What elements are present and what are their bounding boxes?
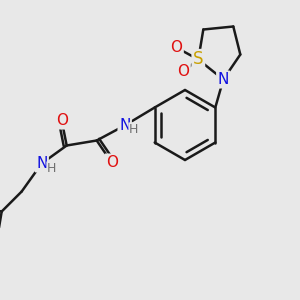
Text: S: S	[193, 50, 204, 68]
Text: O: O	[170, 40, 182, 55]
Text: H: H	[47, 162, 56, 175]
Text: N: N	[36, 156, 47, 171]
Text: H: H	[129, 123, 138, 136]
Text: O: O	[106, 155, 118, 170]
Text: O: O	[177, 64, 189, 79]
Text: N: N	[218, 72, 229, 87]
Text: O: O	[56, 113, 68, 128]
Text: N: N	[119, 118, 130, 133]
